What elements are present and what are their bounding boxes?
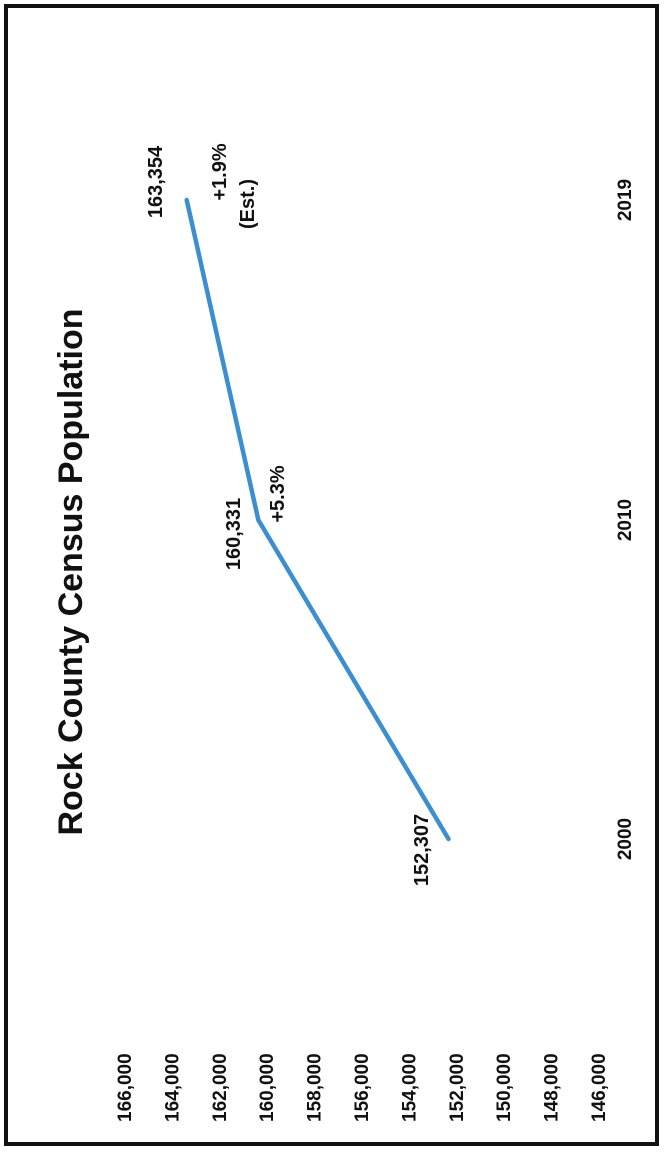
y-tick-label: 164,000 <box>162 1053 183 1122</box>
y-tick-label: 146,000 <box>589 1053 610 1122</box>
data-label: 152,307 <box>411 814 433 886</box>
population-line <box>184 197 451 842</box>
chart-title: Rock County Census Population <box>52 308 90 835</box>
y-axis-ticks: 146,000 148,000 150,000 152,000 154,000 156,0… <box>115 1053 610 1122</box>
y-tick-label: 156,000 <box>352 1053 373 1122</box>
y-tick-label: 152,000 <box>447 1053 468 1122</box>
annotation-estimate: (Est.) <box>237 179 259 229</box>
y-tick-label: 154,000 <box>399 1053 420 1122</box>
y-tick-label: 148,000 <box>542 1053 563 1122</box>
plot-area: 152,307 160,331 163,354 <box>145 145 451 886</box>
x-tick-label: 2010 <box>615 499 636 541</box>
x-tick-label: 2000 <box>615 818 636 860</box>
y-tick-label: 166,000 <box>115 1053 136 1122</box>
y-tick-label: 150,000 <box>494 1053 515 1122</box>
data-label: 163,354 <box>145 145 167 218</box>
chart-frame <box>4 4 659 1146</box>
data-label: 160,331 <box>223 498 245 570</box>
x-axis-ticks: 2000 2010 2019 <box>615 179 636 860</box>
y-tick-label: 160,000 <box>257 1053 278 1122</box>
annotation-change-2010: +5.3% <box>267 465 289 522</box>
x-tick-label: 2019 <box>615 179 636 221</box>
y-tick-label: 158,000 <box>305 1053 326 1122</box>
y-tick-label: 162,000 <box>210 1053 231 1122</box>
annotation-change-2019: +1.9% <box>209 143 231 200</box>
